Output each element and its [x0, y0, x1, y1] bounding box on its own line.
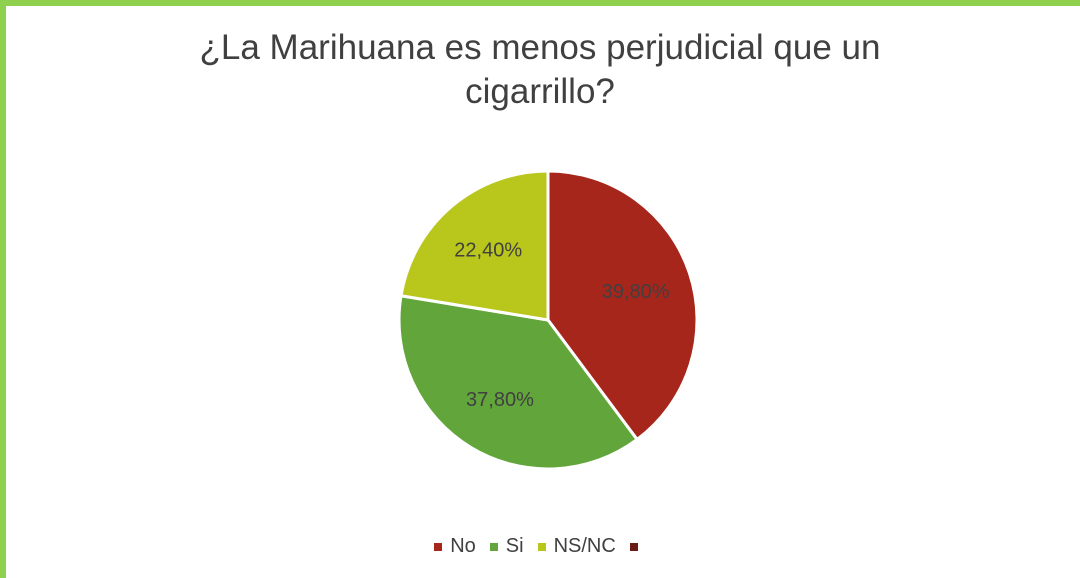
data-label-nsnc: 22,40%: [454, 240, 522, 262]
legend-label-si: Si: [505, 535, 524, 557]
legend-item-unlabeled: [629, 542, 646, 551]
legend-swatch-si: [489, 542, 498, 551]
legend-item-no: No: [434, 535, 476, 558]
legend-item-nsnc: NS/NC: [537, 535, 616, 558]
data-label-si: 37,80%: [466, 389, 534, 411]
legend-label-no: No: [450, 535, 476, 557]
legend-item-si: Si: [489, 535, 524, 558]
data-label-no: 39,80%: [602, 281, 670, 303]
chart-legend: No Si NS/NC: [0, 535, 1080, 558]
pie-slice-nsnc: [399, 169, 550, 322]
legend-swatch-no: [434, 542, 443, 551]
legend-swatch-nsnc: [537, 542, 546, 551]
chart-title: ¿La Marihuana es menos perjudicial que u…: [0, 26, 1080, 114]
chart-title-line-2: cigarrillo?: [465, 72, 615, 111]
chart-title-line-1: ¿La Marihuana es menos perjudicial que u…: [199, 28, 881, 67]
pie-slice-si: [397, 294, 639, 471]
legend-swatch-unlabeled: [629, 542, 638, 551]
pie-slice-no: [546, 169, 699, 441]
legend-label-nsnc: NS/NC: [553, 535, 616, 557]
